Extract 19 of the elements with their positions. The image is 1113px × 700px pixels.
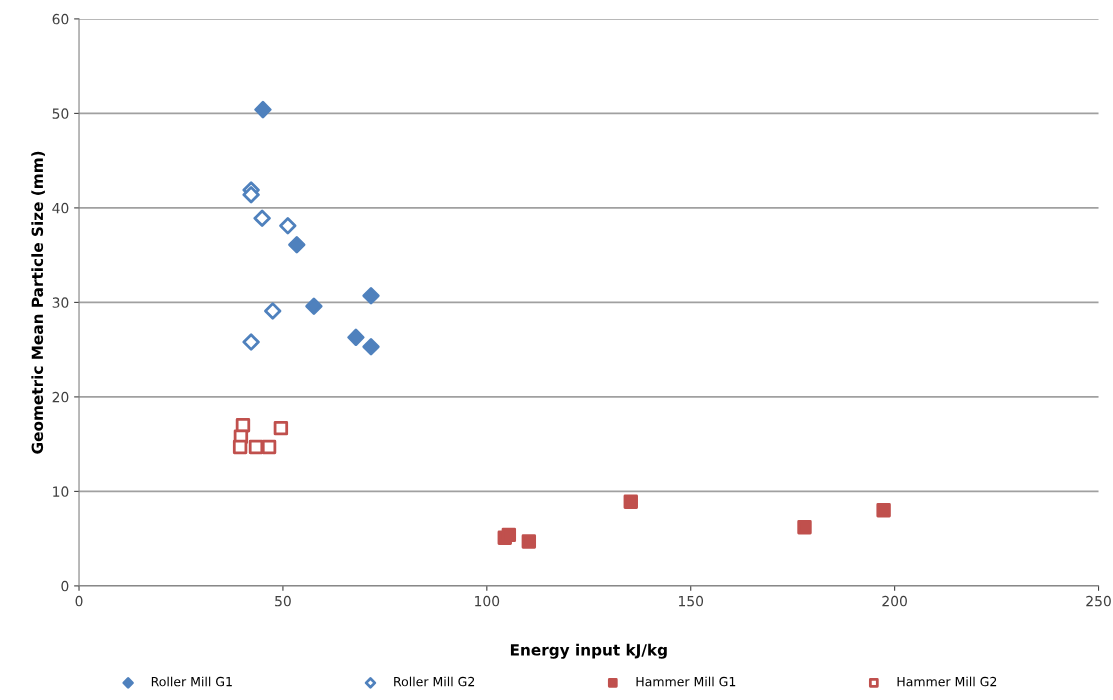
y-tick-label: 20 [52, 391, 69, 403]
y-axis-title: Geometric Mean Particle Size (mm) [31, 151, 45, 454]
y-tick-label: 50 [52, 108, 69, 119]
x-axis-title: Energy input kJ/kg [510, 643, 667, 659]
x-tick-label: 150 [679, 595, 704, 607]
x-tick-label: 250 [1086, 595, 1111, 607]
x-tick-label: 50 [275, 595, 291, 607]
y-tick-label: 40 [52, 202, 69, 214]
legend-label: Hammer Mill G1 [636, 676, 736, 687]
x-tick-label: 100 [475, 595, 500, 607]
legend-label: Roller Mill G1 [151, 676, 232, 687]
legend-label: Hammer Mill G2 [897, 676, 997, 687]
y-tick-label: 10 [53, 486, 69, 497]
y-tick-label: 0 [61, 580, 69, 592]
y-tick-label: 30 [52, 297, 69, 308]
y-tick-label: 60 [52, 13, 69, 25]
x-tick-label: 0 [75, 595, 83, 607]
x-tick-label: 200 [882, 595, 907, 607]
legend-label: Roller Mill G2 [394, 676, 475, 687]
